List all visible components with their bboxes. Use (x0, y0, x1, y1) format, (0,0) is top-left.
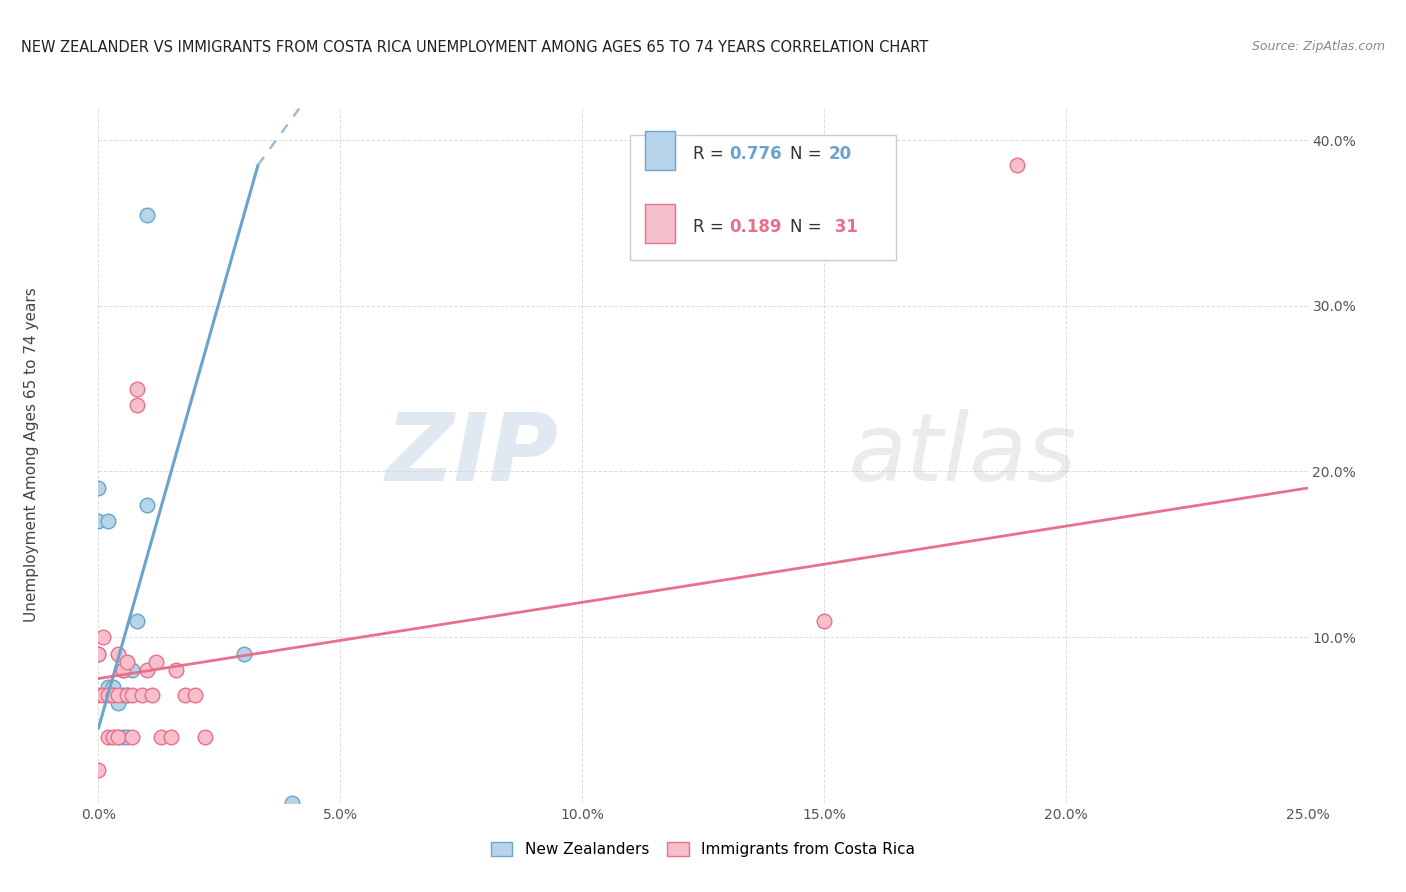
Point (87, 481, 110, 495)
Point (97, 680, 120, 694)
Point (107, 697, 129, 711)
Text: N =: N = (790, 218, 827, 235)
Legend: New Zealanders, Immigrants from Costa Rica: New Zealanders, Immigrants from Costa Ri… (484, 834, 922, 864)
Point (107, 688, 129, 702)
Text: 20: 20 (828, 145, 852, 162)
Point (174, 688, 197, 702)
Point (107, 647, 129, 661)
Point (101, 680, 124, 694)
Point (111, 663, 134, 677)
Point (87, 514, 110, 528)
Point (97, 688, 120, 702)
Point (121, 663, 143, 677)
Point (194, 730, 217, 744)
Text: NEW ZEALANDER VS IMMIGRANTS FROM COSTA RICA UNEMPLOYMENT AMONG AGES 65 TO 74 YEA: NEW ZEALANDER VS IMMIGRANTS FROM COSTA R… (21, 40, 928, 55)
Point (121, 688, 143, 702)
Point (232, 647, 254, 661)
Text: 0.189: 0.189 (730, 218, 782, 235)
Point (165, 663, 187, 677)
Point (111, 688, 134, 702)
Text: 31: 31 (828, 218, 858, 235)
Point (107, 730, 129, 744)
Point (135, 498, 157, 512)
Point (281, 796, 304, 810)
Point (117, 730, 139, 744)
Point (135, 208, 157, 222)
FancyBboxPatch shape (645, 204, 675, 243)
Point (150, 730, 173, 744)
Point (121, 730, 143, 744)
Point (127, 398, 149, 412)
Text: ZIP: ZIP (385, 409, 558, 501)
Point (111, 663, 134, 677)
Point (101, 688, 124, 702)
Point (127, 614, 149, 628)
FancyBboxPatch shape (630, 135, 897, 260)
Point (107, 730, 129, 744)
Text: N =: N = (790, 145, 827, 162)
Text: Unemployment Among Ages 65 to 74 years: Unemployment Among Ages 65 to 74 years (24, 287, 39, 623)
Point (97, 730, 120, 744)
Point (87, 647, 110, 661)
Text: atlas: atlas (848, 409, 1077, 500)
Text: R =: R = (693, 145, 730, 162)
Point (87, 688, 110, 702)
Point (117, 688, 139, 702)
Text: Source: ZipAtlas.com: Source: ZipAtlas.com (1251, 40, 1385, 54)
FancyBboxPatch shape (645, 131, 675, 169)
Point (87, 647, 110, 661)
Text: R =: R = (693, 218, 730, 235)
Point (131, 688, 153, 702)
Point (813, 614, 835, 628)
Point (91, 630, 114, 644)
Point (184, 688, 207, 702)
Point (97, 514, 120, 528)
Point (1007, 158, 1029, 172)
Point (101, 730, 124, 744)
Text: 0.776: 0.776 (730, 145, 782, 162)
Point (127, 382, 149, 396)
Point (101, 688, 124, 702)
Point (141, 688, 163, 702)
Point (117, 688, 139, 702)
Point (111, 730, 134, 744)
Point (160, 730, 183, 744)
Point (87, 763, 110, 777)
Point (145, 655, 167, 669)
Point (117, 655, 139, 669)
Point (91, 688, 114, 702)
Point (135, 663, 157, 677)
